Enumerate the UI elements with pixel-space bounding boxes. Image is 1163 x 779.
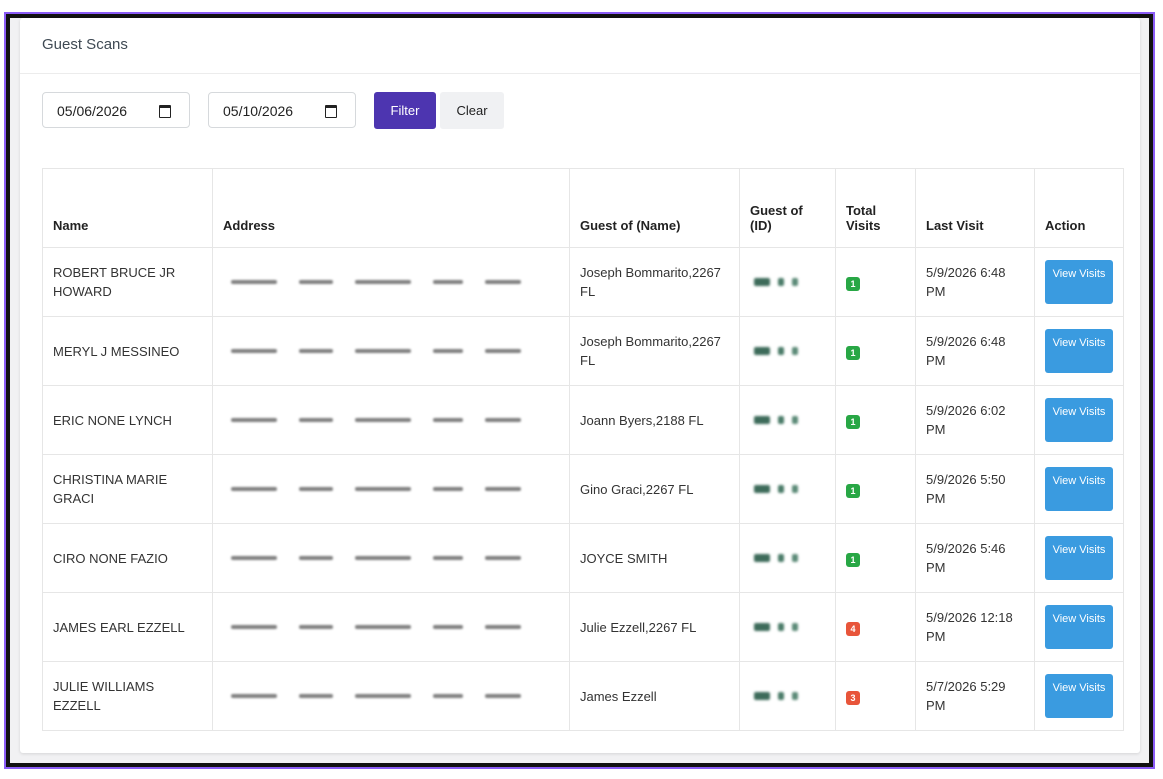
table-row: CHRISTINA MARIE GRACI Gino Graci,2267 FL… (42, 454, 1124, 524)
start-date-value: 05/06/2026 (57, 103, 128, 119)
total-visits-badge: 1 (846, 276, 860, 291)
address-redacted (212, 592, 570, 662)
total-visits-badge: 3 (846, 690, 860, 705)
last-visit: 5/9/2026 5:46 PM (915, 523, 1035, 593)
address-redacted (212, 523, 570, 593)
guest-name: JULIE WILLIAMS EZZELL (42, 661, 213, 731)
table-row: ERIC NONE LYNCH Joann Byers,2188 FL 1 5/… (42, 385, 1124, 455)
last-visit: 5/9/2026 6:48 PM (915, 247, 1035, 317)
calendar-icon[interactable] (159, 105, 171, 118)
guest-name: CHRISTINA MARIE GRACI (42, 454, 213, 524)
header-action: Action (1034, 168, 1124, 248)
guest-of-id-redacted (739, 247, 836, 317)
guest-name: JAMES EARL EZZELL (42, 592, 213, 662)
guest-name: CIRO NONE FAZIO (42, 523, 213, 593)
last-visit: 5/7/2026 5:29 PM (915, 661, 1035, 731)
table-row: MERYL J MESSINEO Joseph Bommarito,2267 F… (42, 316, 1124, 386)
guest-of-id-redacted (739, 454, 836, 524)
table-row: JAMES EARL EZZELL Julie Ezzell,2267 FL 4… (42, 592, 1124, 662)
guest-of-name: Joann Byers,2188 FL (569, 385, 740, 455)
guest-of-name: James Ezzell (569, 661, 740, 731)
end-date-input[interactable]: 05/10/2026 (208, 92, 356, 128)
header-guest-of-id[interactable]: Guest of (ID) (739, 168, 836, 248)
guest-of-id-redacted (739, 661, 836, 731)
guest-of-name: Julie Ezzell,2267 FL (569, 592, 740, 662)
address-redacted (212, 661, 570, 731)
guest-of-name: JOYCE SMITH (569, 523, 740, 593)
guest-scans-table: Name Address Guest of (Name) Guest of (I… (42, 168, 1124, 731)
total-visits-badge: 1 (846, 345, 860, 360)
header-guest-of-name[interactable]: Guest of (Name) (569, 168, 740, 248)
clear-button[interactable]: Clear (440, 92, 504, 129)
calendar-icon[interactable] (325, 105, 337, 118)
header-address[interactable]: Address (212, 168, 570, 248)
header-last-visit[interactable]: Last Visit (915, 168, 1035, 248)
guest-name: ROBERT BRUCE JR HOWARD (42, 247, 213, 317)
view-visits-button[interactable]: View Visits (1045, 329, 1113, 373)
last-visit: 5/9/2026 6:02 PM (915, 385, 1035, 455)
guest-name: ERIC NONE LYNCH (42, 385, 213, 455)
address-redacted (212, 316, 570, 386)
view-visits-button[interactable]: View Visits (1045, 674, 1113, 718)
guest-of-id-redacted (739, 385, 836, 455)
total-visits-badge: 1 (846, 483, 860, 498)
header-name[interactable]: Name (42, 168, 213, 248)
table-row: JULIE WILLIAMS EZZELL James Ezzell 3 5/7… (42, 661, 1124, 731)
header-total-visits[interactable]: Total Visits (835, 168, 916, 248)
guest-of-name: Joseph Bommarito,2267 FL (569, 247, 740, 317)
address-redacted (212, 385, 570, 455)
table-header-row: Name Address Guest of (Name) Guest of (I… (42, 168, 1124, 248)
table-row: CIRO NONE FAZIO JOYCE SMITH 1 5/9/2026 5… (42, 523, 1124, 593)
guest-of-id-redacted (739, 523, 836, 593)
guest-of-id-redacted (739, 592, 836, 662)
address-redacted (212, 247, 570, 317)
panel-title: Guest Scans (20, 18, 1140, 74)
total-visits-badge: 1 (846, 414, 860, 429)
filter-button[interactable]: Filter (374, 92, 436, 129)
guest-of-id-redacted (739, 316, 836, 386)
last-visit: 5/9/2026 12:18 PM (915, 592, 1035, 662)
total-visits-badge: 1 (846, 552, 860, 567)
last-visit: 5/9/2026 5:50 PM (915, 454, 1035, 524)
guest-scans-panel: Guest Scans 05/06/2026 05/10/2026 Filter… (20, 18, 1140, 753)
guest-of-name: Gino Graci,2267 FL (569, 454, 740, 524)
guest-of-name: Joseph Bommarito,2267 FL (569, 316, 740, 386)
total-visits-badge: 4 (846, 621, 860, 636)
address-redacted (212, 454, 570, 524)
view-visits-button[interactable]: View Visits (1045, 398, 1113, 442)
view-visits-button[interactable]: View Visits (1045, 536, 1113, 580)
window-frame: Guest Scans 05/06/2026 05/10/2026 Filter… (4, 12, 1155, 769)
table-row: ROBERT BRUCE JR HOWARD Joseph Bommarito,… (42, 247, 1124, 317)
end-date-value: 05/10/2026 (223, 103, 294, 119)
start-date-input[interactable]: 05/06/2026 (42, 92, 190, 128)
view-visits-button[interactable]: View Visits (1045, 605, 1113, 649)
last-visit: 5/9/2026 6:48 PM (915, 316, 1035, 386)
view-visits-button[interactable]: View Visits (1045, 467, 1113, 511)
view-visits-button[interactable]: View Visits (1045, 260, 1113, 304)
guest-name: MERYL J MESSINEO (42, 316, 213, 386)
